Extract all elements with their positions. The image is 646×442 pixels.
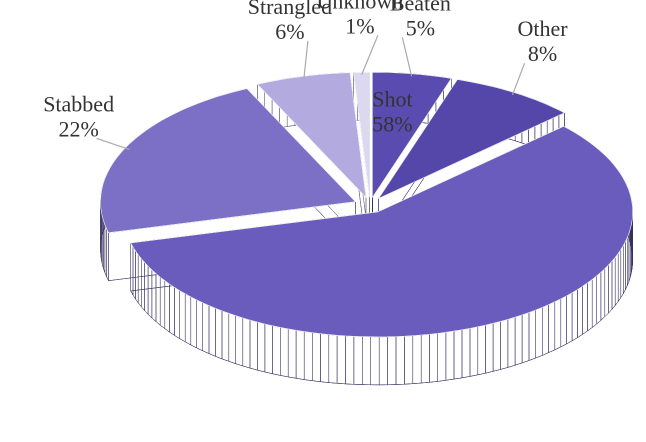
leader-line	[303, 40, 309, 79]
slice	[256, 72, 367, 199]
data-label-name: Beaten	[390, 0, 451, 15]
data-label-value: 1%	[345, 13, 374, 38]
data-label-value: 58%	[372, 111, 412, 136]
data-label-name: Unknown	[316, 0, 403, 13]
data-label-name: Stabbed	[43, 91, 114, 116]
data-label-name: Shot	[372, 86, 412, 111]
data-label-value: 8%	[528, 41, 557, 66]
leader-line	[361, 35, 379, 75]
slice	[372, 72, 452, 199]
leader-line	[401, 37, 413, 77]
leader-line	[96, 137, 130, 151]
slice	[353, 71, 370, 198]
data-label-value: 5%	[406, 15, 435, 40]
data-label-value: 22%	[58, 116, 98, 141]
data-label-name: Strangled	[248, 0, 332, 19]
data-label-name: Other	[517, 16, 568, 41]
data-label-value: 6%	[275, 19, 304, 44]
leader-line	[511, 62, 526, 96]
slice	[377, 79, 566, 200]
slice	[130, 125, 634, 338]
